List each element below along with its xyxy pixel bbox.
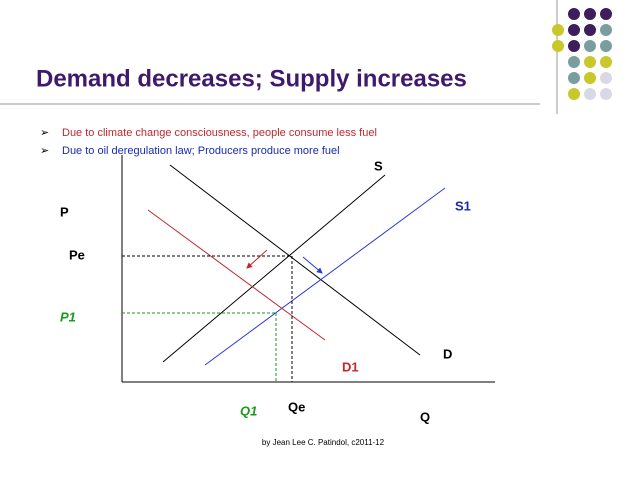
footer: by Jean Lee C. Patindol, c2011-12 [262, 438, 385, 447]
bullet-icon: ➢ [40, 145, 49, 157]
bullet-text: Due to oil deregulation law; Producers p… [62, 145, 340, 157]
decor [0, 0, 612, 114]
label: D1 [342, 359, 359, 374]
label: Qe [288, 399, 305, 414]
label: Q1 [240, 403, 257, 418]
diagram [121, 155, 495, 383]
bullet-text: Due to climate change consciousness, peo… [62, 127, 377, 139]
label: P1 [60, 309, 76, 324]
label: Pe [69, 247, 85, 262]
label: Q [420, 409, 430, 424]
title: Demand decreases; Supply increases [36, 65, 467, 92]
label: S [374, 158, 383, 173]
label: S1 [455, 198, 471, 213]
label: P [60, 204, 69, 219]
label: D [443, 346, 452, 361]
bullet-icon: ➢ [40, 127, 49, 139]
